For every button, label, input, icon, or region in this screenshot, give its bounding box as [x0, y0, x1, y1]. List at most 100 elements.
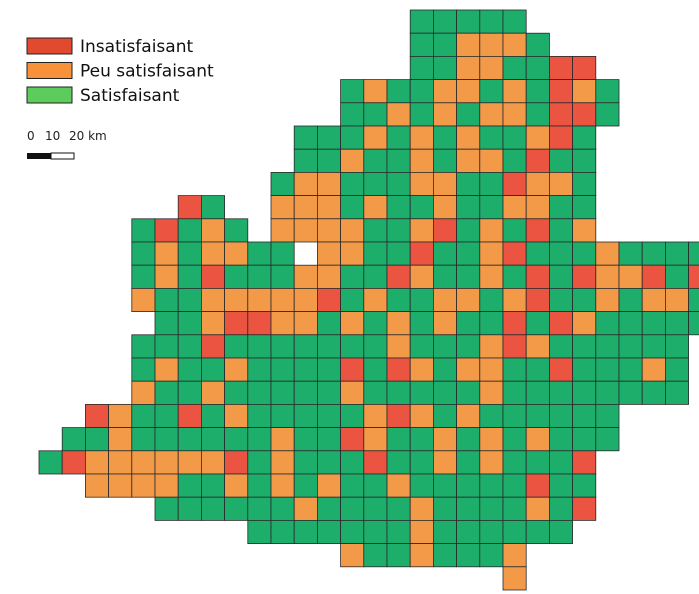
grid-cell [294, 265, 317, 288]
grid-cell [155, 451, 178, 474]
grid-cell [364, 242, 387, 265]
grid-cell [341, 196, 364, 219]
legend-label: Satisfaisant [80, 86, 180, 106]
grid-cell [271, 219, 294, 242]
grid-cell [271, 172, 294, 195]
grid-cell [410, 520, 433, 543]
grid-cell [573, 196, 596, 219]
grid-cell [549, 312, 572, 335]
grid-cell [109, 451, 132, 474]
grid-cell [549, 451, 572, 474]
grid-cell [596, 103, 619, 126]
grid-cell [248, 335, 271, 358]
grid-cell [573, 56, 596, 79]
grid-cell [457, 288, 480, 311]
grid-cell [387, 80, 410, 103]
grid-cell [294, 358, 317, 381]
grid-cell [317, 265, 340, 288]
grid-cell [457, 149, 480, 172]
grid-cell [573, 103, 596, 126]
grid-cell [201, 219, 224, 242]
grid-cell [433, 520, 456, 543]
grid-cell [433, 428, 456, 451]
grid-cell [317, 219, 340, 242]
scale-segment [51, 153, 74, 159]
grid-cell [596, 404, 619, 427]
grid-cell [225, 497, 248, 520]
grid-cell [457, 428, 480, 451]
grid-cell [503, 381, 526, 404]
grid-cell [341, 288, 364, 311]
grid-cell [503, 126, 526, 149]
grid-cell [457, 80, 480, 103]
grid-cell [225, 404, 248, 427]
grid-cell [248, 242, 271, 265]
grid-cell [457, 474, 480, 497]
grid-cell [132, 358, 155, 381]
grid-cell [503, 544, 526, 567]
grid-cell [480, 451, 503, 474]
grid-cell [132, 265, 155, 288]
grid-cell [317, 312, 340, 335]
grid-cell [294, 196, 317, 219]
grid-cell [294, 428, 317, 451]
grid-cell [341, 126, 364, 149]
grid-cell [364, 103, 387, 126]
grid-cell [480, 497, 503, 520]
grid-cell [526, 149, 549, 172]
grid-cell [387, 126, 410, 149]
grid-cell [341, 149, 364, 172]
grid-cell [364, 312, 387, 335]
grid-cell [503, 520, 526, 543]
grid-cell [410, 56, 433, 79]
grid-cell [155, 242, 178, 265]
grid-cell [642, 381, 665, 404]
grid-cell [457, 404, 480, 427]
grid-cell [433, 56, 456, 79]
grid-cell [665, 358, 688, 381]
grid-cell [503, 33, 526, 56]
grid-cell [85, 474, 108, 497]
grid-cell [410, 404, 433, 427]
grid-cell [364, 381, 387, 404]
grid-cell [317, 474, 340, 497]
grid-cell [619, 358, 642, 381]
grid-cell [178, 428, 201, 451]
grid-cell [665, 265, 688, 288]
grid-cell [433, 172, 456, 195]
grid-cell [665, 242, 688, 265]
grid-cell [457, 265, 480, 288]
grid-cell [480, 149, 503, 172]
grid-cell [433, 242, 456, 265]
grid-cell [271, 404, 294, 427]
grid-cell [573, 312, 596, 335]
grid-cell [410, 335, 433, 358]
grid-cell [294, 520, 317, 543]
grid-cell [317, 172, 340, 195]
grid-cell [573, 451, 596, 474]
legend-label: Peu satisfaisant [80, 62, 214, 82]
grid-cell [387, 103, 410, 126]
grid-cell [503, 172, 526, 195]
grid-cell [271, 242, 294, 265]
grid-cell [341, 451, 364, 474]
grid-cell [178, 404, 201, 427]
grid-cell [480, 219, 503, 242]
grid-cell [480, 172, 503, 195]
grid-cell [225, 265, 248, 288]
grid-cell [457, 172, 480, 195]
grid-cell [433, 265, 456, 288]
grid-cell [549, 196, 572, 219]
grid-cell [457, 103, 480, 126]
grid-cell [271, 288, 294, 311]
grid-cell [294, 312, 317, 335]
grid-cell [689, 265, 699, 288]
grid-cell [341, 474, 364, 497]
grid-cell [503, 242, 526, 265]
grid-cell [387, 474, 410, 497]
grid-cell [178, 381, 201, 404]
grid-cell [387, 520, 410, 543]
grid-cell [619, 381, 642, 404]
grid-cell [665, 288, 688, 311]
grid-cell [155, 428, 178, 451]
